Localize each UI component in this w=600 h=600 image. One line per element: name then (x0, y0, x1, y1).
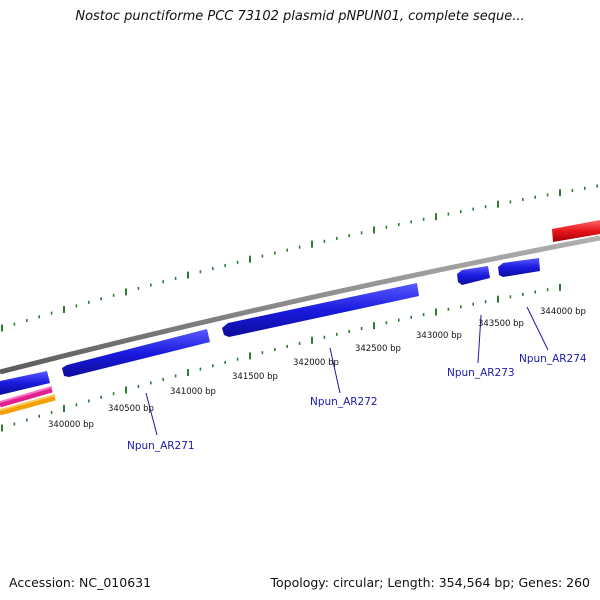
bp-label: 341500 bp (232, 372, 278, 382)
orange-feature-light (0, 394, 56, 411)
bp-label: 342000 bp (293, 358, 339, 368)
genome-summary-text: Topology: circular; Length: 354,564 bp; … (270, 575, 591, 590)
cds-arrow (222, 283, 419, 337)
bp-label: 343000 bp (416, 331, 462, 341)
gene-label[interactable]: Npun_AR271 (127, 440, 195, 452)
bp-label: 343500 bp (478, 319, 524, 329)
gene-leader-line (145, 392, 158, 436)
gene-label[interactable]: Npun_AR272 (310, 396, 378, 408)
magenta-feature-light (0, 386, 53, 403)
map-title: Nostoc punctiforme PCC 73102 plasmid pNP… (75, 9, 525, 24)
bp-label: 341000 bp (170, 387, 216, 397)
inner-tick-track (1, 283, 561, 432)
bp-label: 340000 bp (48, 420, 94, 430)
orange-feature (0, 395, 56, 416)
cds-arrow (457, 266, 490, 285)
gene-leader-line (477, 314, 482, 364)
magenta-feature (0, 387, 53, 408)
gene-label[interactable]: Npun_AR274 (519, 353, 587, 365)
outer-tick-track (1, 184, 599, 332)
gene-leader-line (329, 347, 341, 394)
cds-arrow (498, 258, 540, 277)
cds-arrow (0, 371, 50, 395)
gene-label[interactable]: Npun_AR273 (447, 367, 515, 379)
bp-label: 340500 bp (108, 404, 154, 414)
red-feature (552, 220, 600, 242)
bp-label: 342500 bp (355, 344, 401, 354)
bp-label: 344000 bp (540, 307, 586, 317)
cds-arrow (62, 329, 210, 377)
gene-leader-line (526, 306, 549, 351)
accession-text: Accession: NC_010631 (9, 575, 152, 590)
plasmid-backbone (0, 235, 600, 375)
